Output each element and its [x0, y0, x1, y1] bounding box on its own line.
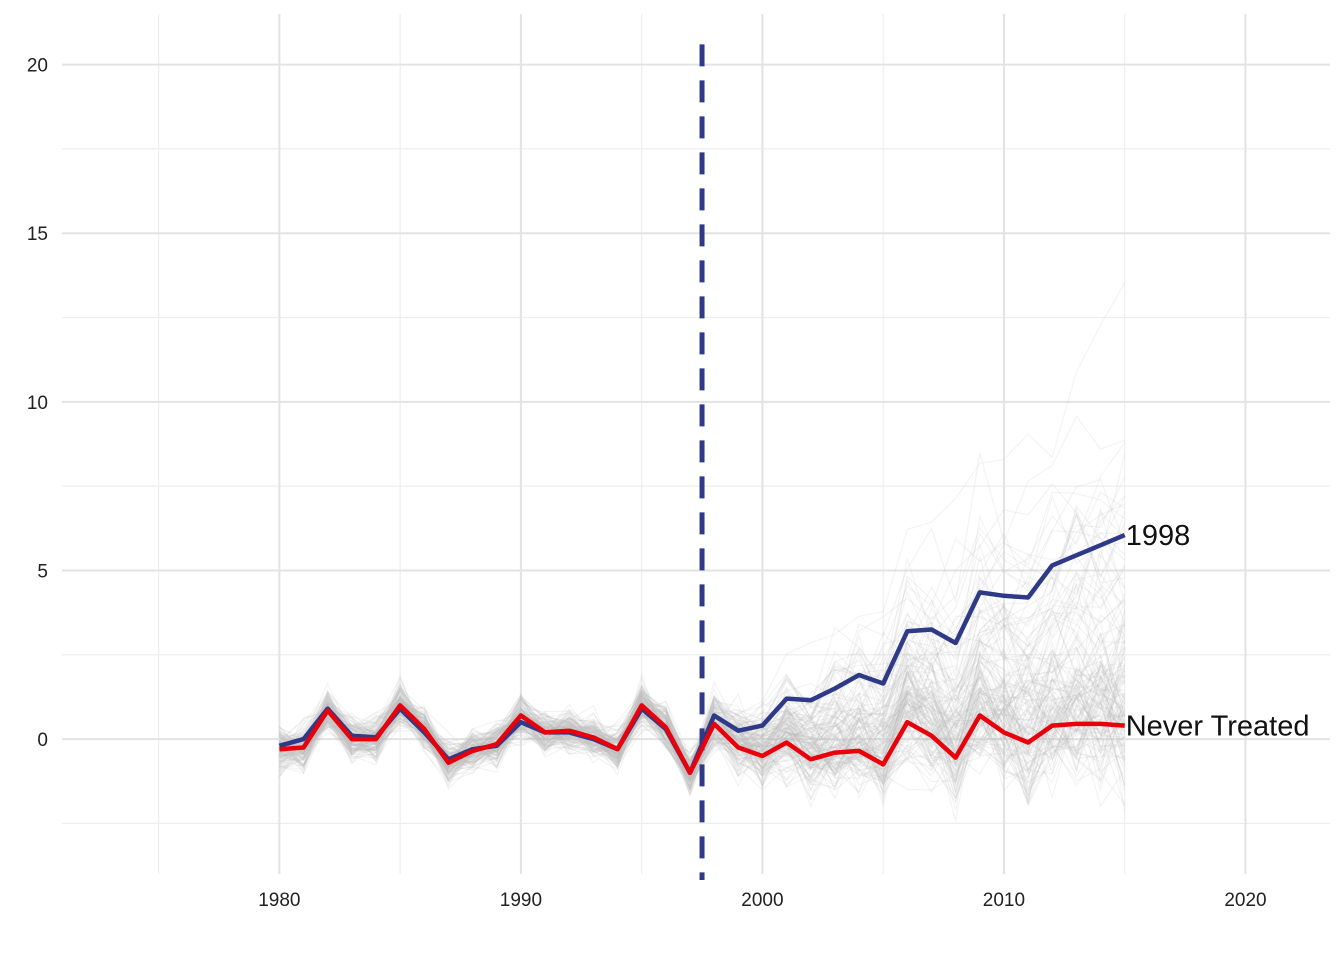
background-series-line	[279, 546, 1126, 777]
series-label-1998: 1998	[1126, 520, 1191, 552]
series-label-never-treated: Never Treated	[1126, 711, 1310, 743]
background-series-line	[279, 415, 1125, 788]
background-series-line	[279, 682, 1126, 807]
x-tick-label: 2020	[1224, 890, 1266, 911]
background-series-line	[279, 693, 1125, 786]
y-tick-label: 15	[27, 224, 48, 245]
background-series-line	[278, 675, 1126, 779]
x-tick-label: 1990	[500, 890, 542, 911]
background-series-line	[279, 616, 1125, 782]
background-series-line	[279, 658, 1126, 798]
x-tick-label: 2010	[983, 890, 1025, 911]
background-series-line	[279, 653, 1125, 781]
y-axis-tick-labels: 0 5 10 15 20	[27, 56, 48, 752]
y-tick-label: 5	[37, 561, 48, 582]
background-series-line	[279, 532, 1125, 780]
background-series-line	[279, 531, 1126, 785]
background-series-line	[279, 624, 1126, 782]
background-series-line	[279, 647, 1126, 787]
series-line-never-treated	[279, 703, 1125, 776]
background-series-line	[279, 667, 1126, 783]
y-tick-label: 10	[27, 393, 48, 414]
background-series-line	[279, 686, 1125, 801]
background-series-line	[279, 675, 1126, 797]
background-series-line	[278, 678, 1126, 808]
background-series-line	[279, 663, 1125, 789]
series-lines	[278, 533, 1126, 776]
background-series-line	[279, 659, 1126, 773]
background-series-line	[279, 693, 1125, 796]
x-axis-tick-labels: 1980 1990 2000 2010 2020	[258, 890, 1266, 911]
background-series-line	[279, 674, 1126, 789]
background-series-line	[279, 660, 1126, 793]
background-series-line	[279, 568, 1126, 780]
background-series-line	[279, 694, 1126, 775]
x-tick-label: 2000	[741, 890, 783, 911]
minor-gridlines	[62, 14, 1330, 874]
background-series-line	[278, 453, 1126, 780]
background-series-line	[279, 690, 1126, 804]
background-series-line	[279, 614, 1126, 772]
y-tick-label: 20	[27, 56, 48, 77]
x-tick-label: 1980	[258, 890, 300, 911]
y-tick-label: 0	[37, 730, 48, 751]
